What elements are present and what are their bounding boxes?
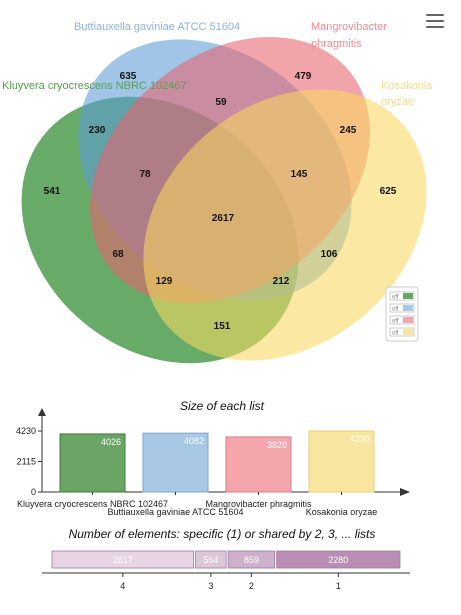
set-name-mangrovibacter-line1: Mangrovibacter [311,21,387,33]
region-counts: 541 635 479 625 230 59 245 151 78 145 26… [44,71,397,332]
count-kluyvera-buttiauxella[interactable]: 230 [89,125,106,136]
count-kluyvera-mangrovibacter[interactable]: 68 [112,249,124,260]
count-buttiauxella-kosakonia[interactable]: 106 [321,249,338,260]
toggle-kluyvera[interactable]: off [389,291,415,301]
count-all-four[interactable]: 2617 [212,213,235,224]
size-chart-y-arrow [38,408,46,416]
set-toggle-panel: off off off off [385,286,419,342]
toggle-mangrovibacter[interactable]: off [389,315,415,325]
shared-segment-value-label: 2617 [113,555,133,565]
size-chart-y-tick-label: 4230 [16,426,36,436]
shared-segment-value-label: 2280 [328,555,348,565]
count-mangrovibacter-only[interactable]: 479 [295,71,312,82]
count-mangrovibacter-kosakonia[interactable]: 245 [340,125,357,136]
count-kluyvera-only[interactable]: 541 [44,186,61,197]
count-kluyvera-mangrovibacter-kosakonia[interactable]: 212 [273,276,290,287]
size-bar-value-label: 4230 [350,434,370,444]
set-name-kosakonia-line1: Kosakonia [381,80,433,92]
size-chart: Size of each list 4230 2115 0 4026 4082 3820… [16,399,410,517]
count-kluyvera-buttiauxella-mangrovibacter[interactable]: 78 [139,169,151,180]
count-kluyvera-kosakonia[interactable]: 151 [214,321,231,332]
shared-chart: Number of elements: specific (1) or shar… [42,527,410,591]
size-bar-value-label: 4082 [184,436,204,446]
shared-segment[interactable] [51,550,195,569]
size-bar[interactable] [142,432,209,493]
size-bar[interactable] [225,436,292,493]
count-buttiauxella-mangrovibacter[interactable]: 59 [215,97,227,108]
shared-segment[interactable] [227,550,276,569]
toggle-buttiauxella[interactable]: off [389,303,415,313]
shared-segment-category-label: 1 [336,581,341,591]
set-name-kluyvera: Kluyvera cryocrescens NBRC 102467 [2,80,187,92]
toggle-kluyvera-text: off [392,295,399,301]
count-kosakonia-only[interactable]: 625 [380,186,397,197]
shared-segment[interactable] [276,550,401,569]
shared-segment-value-label: 564 [203,555,218,565]
size-chart-title: Size of each list [180,399,265,413]
size-bar-category-label: Kluyvera cryocrescens NBRC 102467 [17,499,168,509]
shared-segment-value-label: 859 [244,555,259,565]
shared-chart-title: Number of elements: specific (1) or shar… [69,527,376,541]
count-kluyvera-buttiauxella-kosakonia[interactable]: 129 [156,276,173,287]
size-bar-category-label: Mangrovibacter phragmitis [205,499,312,509]
size-chart-y-tick-label: 0 [31,487,36,497]
toggle-kosakonia-text: off [392,331,399,337]
venn-diagram [21,33,461,416]
toggle-kosakonia[interactable]: off [389,327,415,337]
set-name-mangrovibacter-line2: phragmitis [311,38,362,50]
set-name-buttiauxella: Buttiauxella gaviniae ATCC 51604 [74,21,240,33]
hamburger-menu-icon[interactable] [423,10,447,32]
size-chart-x-arrow [400,488,410,496]
size-bar[interactable] [308,430,375,493]
toggle-mangrovibacter-text: off [392,319,399,325]
size-bar-category-label: Kosakonia oryzae [306,507,378,517]
size-bar-category-label: Buttiauxella gaviniae ATCC 51604 [108,507,244,517]
count-buttiauxella-mangrovibacter-kosakonia[interactable]: 145 [291,169,308,180]
shared-segment-category-label: 3 [208,581,213,591]
size-bar-value-label: 3820 [267,440,287,450]
shared-segment-category-label: 4 [120,581,125,591]
shared-segment-category-label: 2 [249,581,254,591]
shared-segment[interactable] [195,550,227,569]
size-bar-value-label: 4026 [101,437,121,447]
size-chart-y-tick-label: 2115 [17,457,36,467]
set-ellipse-kosakonia[interactable] [89,33,461,416]
set-name-kosakonia-line2: oryzae [381,96,414,108]
toggle-buttiauxella-text: off [392,307,399,313]
count-buttiauxella-only[interactable]: 635 [120,71,137,82]
